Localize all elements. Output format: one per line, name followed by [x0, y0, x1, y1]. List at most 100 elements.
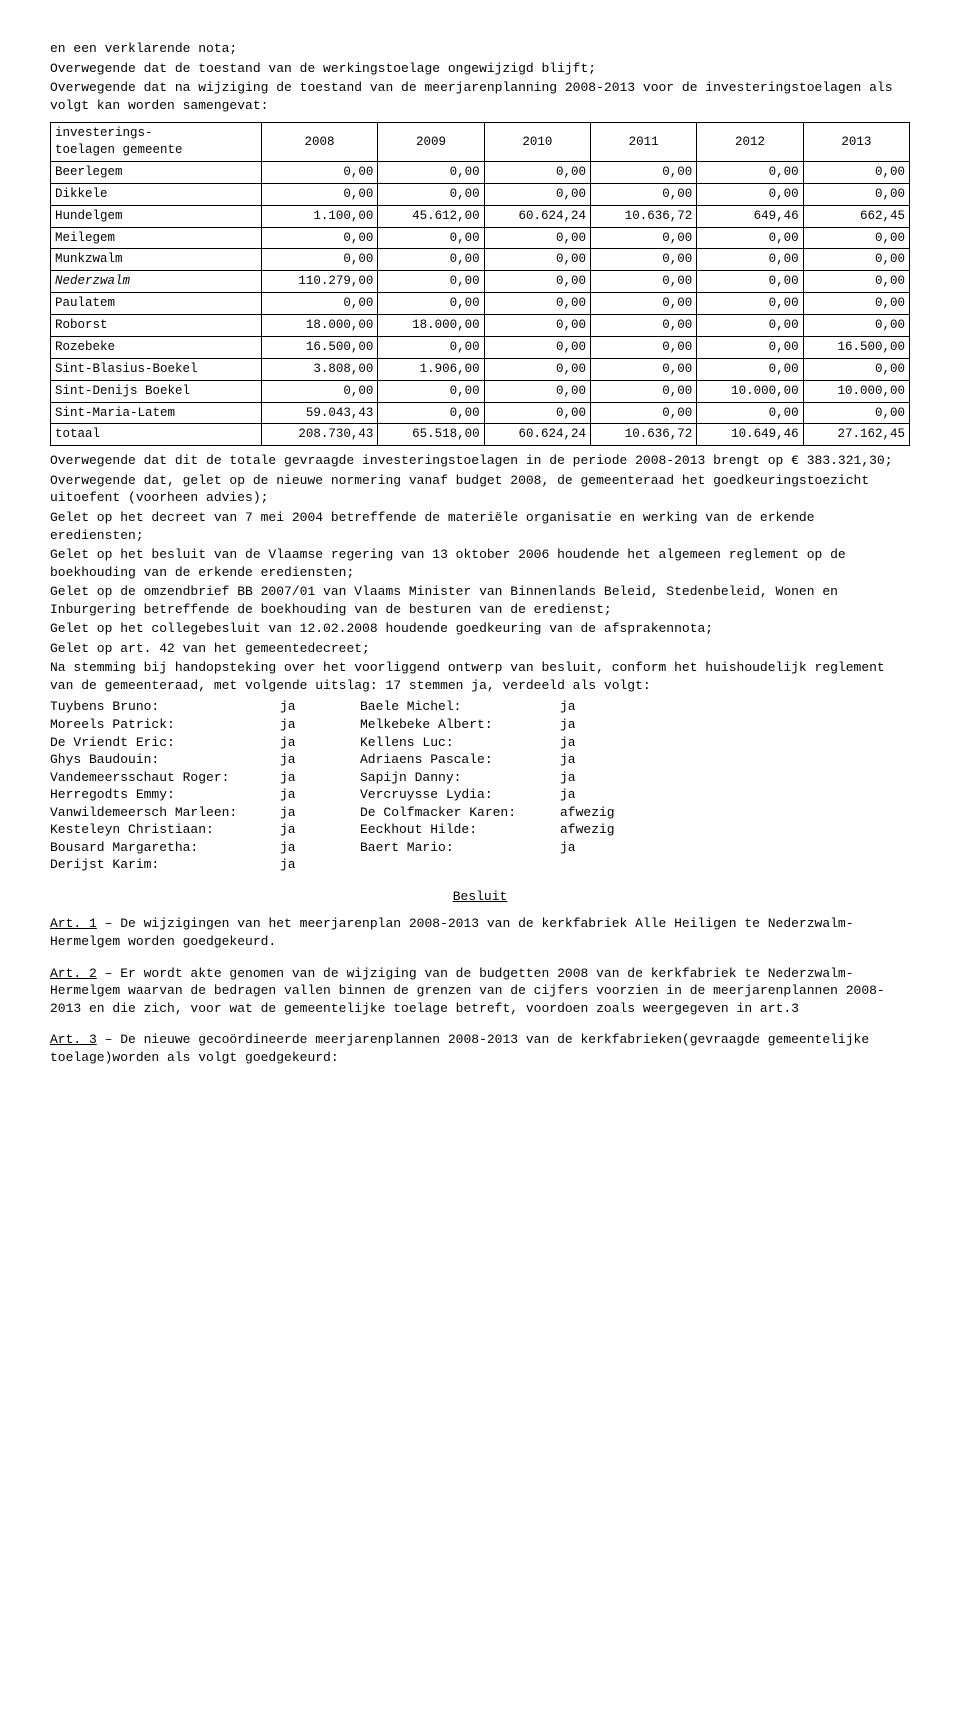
- cell-value: 0,00: [697, 358, 803, 380]
- table-row: Roborst18.000,0018.000,000,000,000,000,0…: [51, 315, 910, 337]
- cell-value: 0,00: [697, 249, 803, 271]
- voter-name-right: Adriaens Pascale:: [360, 751, 560, 769]
- vote-right: afwezig: [560, 821, 640, 839]
- cell-value: 0,00: [261, 227, 378, 249]
- cell-value: 0,00: [484, 380, 590, 402]
- voter-name-right: Vercruysse Lydia:: [360, 786, 560, 804]
- row-label: Rozebeke: [51, 336, 262, 358]
- cell-value: 16.500,00: [803, 336, 909, 358]
- besluit-heading: Besluit: [50, 888, 910, 906]
- cell-value: 60.624,24: [484, 205, 590, 227]
- vote-right: ja: [560, 698, 640, 716]
- vote-left: ja: [280, 839, 360, 857]
- cell-value: 0,00: [697, 183, 803, 205]
- vote-row: Vanwildemeersch Marleen:jaDe Colfmacker …: [50, 804, 910, 822]
- vote-row: Vandemeersschaut Roger:jaSapijn Danny:ja: [50, 769, 910, 787]
- row-label: Dikkele: [51, 183, 262, 205]
- vote-row: Herregodts Emmy:jaVercruysse Lydia:ja: [50, 786, 910, 804]
- vote-left: ja: [280, 804, 360, 822]
- cell-value: 0,00: [484, 249, 590, 271]
- table-row: Sint-Maria-Latem59.043,430,000,000,000,0…: [51, 402, 910, 424]
- voter-name-right: Melkebeke Albert:: [360, 716, 560, 734]
- cell-value: 0,00: [590, 227, 696, 249]
- vote-right: ja: [560, 839, 640, 857]
- cell-value: 45.612,00: [378, 205, 484, 227]
- table-row: Hundelgem1.100,0045.612,0060.624,2410.63…: [51, 205, 910, 227]
- cell-value: 0,00: [803, 271, 909, 293]
- article: Art. 1 – De wijzigingen van het meerjare…: [50, 915, 910, 950]
- cell-value: 0,00: [378, 271, 484, 293]
- cell-value: 0,00: [803, 183, 909, 205]
- vote-row: Moreels Patrick:jaMelkebeke Albert:ja: [50, 716, 910, 734]
- row-label: Munkzwalm: [51, 249, 262, 271]
- cell-value: 10.000,00: [803, 380, 909, 402]
- cell-value: 0,00: [590, 358, 696, 380]
- cell-value: 1.100,00: [261, 205, 378, 227]
- voter-name-left: Moreels Patrick:: [50, 716, 280, 734]
- table-row: Rozebeke16.500,000,000,000,000,0016.500,…: [51, 336, 910, 358]
- cell-value: 0,00: [590, 336, 696, 358]
- cell-value: 0,00: [378, 293, 484, 315]
- voter-name-left: Vandemeersschaut Roger:: [50, 769, 280, 787]
- vote-row: Kesteleyn Christiaan:jaEeckhout Hilde:af…: [50, 821, 910, 839]
- cell-value: 0,00: [697, 315, 803, 337]
- year-header: 2013: [803, 123, 909, 162]
- voter-name-left: Herregodts Emmy:: [50, 786, 280, 804]
- cell-value: 110.279,00: [261, 271, 378, 293]
- voter-name-right: De Colfmacker Karen:: [360, 804, 560, 822]
- cell-value: 10.000,00: [697, 380, 803, 402]
- cell-value: 0,00: [484, 293, 590, 315]
- article: Art. 3 – De nieuwe gecoördineerde meerja…: [50, 1031, 910, 1066]
- voter-name-right: Eeckhout Hilde:: [360, 821, 560, 839]
- vote-right: ja: [560, 751, 640, 769]
- cell-value: 0,00: [378, 161, 484, 183]
- cell-value: 10.649,46: [697, 424, 803, 446]
- cell-value: 0,00: [590, 183, 696, 205]
- row-label: Roborst: [51, 315, 262, 337]
- cell-value: 60.624,24: [484, 424, 590, 446]
- vote-left: ja: [280, 769, 360, 787]
- voter-name-right: Baele Michel:: [360, 698, 560, 716]
- cell-value: 0,00: [803, 249, 909, 271]
- voter-name-left: Vanwildemeersch Marleen:: [50, 804, 280, 822]
- voter-name-left: Ghys Baudouin:: [50, 751, 280, 769]
- cell-value: 0,00: [697, 227, 803, 249]
- voter-name-left: De Vriendt Eric:: [50, 734, 280, 752]
- cell-value: 0,00: [261, 161, 378, 183]
- year-header: 2010: [484, 123, 590, 162]
- vote-row: Tuybens Bruno:jaBaele Michel:ja: [50, 698, 910, 716]
- cell-value: 0,00: [697, 161, 803, 183]
- cell-value: 0,00: [803, 227, 909, 249]
- cell-value: 0,00: [803, 293, 909, 315]
- cell-value: 27.162,45: [803, 424, 909, 446]
- article-number: Art. 3: [50, 1032, 97, 1047]
- year-header: 2009: [378, 123, 484, 162]
- vote-right: ja: [560, 786, 640, 804]
- cell-value: 0,00: [261, 380, 378, 402]
- vote-right: ja: [560, 716, 640, 734]
- voter-name-left: Bousard Margaretha:: [50, 839, 280, 857]
- row-label: Hundelgem: [51, 205, 262, 227]
- row-label: Nederzwalm: [51, 271, 262, 293]
- row-label: Sint-Blasius-Boekel: [51, 358, 262, 380]
- cell-value: 0,00: [484, 358, 590, 380]
- vote-right: ja: [560, 769, 640, 787]
- voter-name-left: Derijst Karim:: [50, 856, 280, 874]
- cell-value: 0,00: [590, 161, 696, 183]
- vote-left: ja: [280, 751, 360, 769]
- cell-value: 0,00: [484, 315, 590, 337]
- table-row: Sint-Denijs Boekel0,000,000,000,0010.000…: [51, 380, 910, 402]
- row-label: Paulatem: [51, 293, 262, 315]
- cell-value: 0,00: [378, 183, 484, 205]
- cell-value: 0,00: [484, 271, 590, 293]
- investment-table: investerings-toelagen gemeente2008200920…: [50, 122, 910, 446]
- cell-value: 0,00: [590, 315, 696, 337]
- cell-value: 0,00: [484, 161, 590, 183]
- cell-value: 59.043,43: [261, 402, 378, 424]
- row-label: Sint-Denijs Boekel: [51, 380, 262, 402]
- table-row: Meilegem0,000,000,000,000,000,00: [51, 227, 910, 249]
- table-row: Nederzwalm110.279,000,000,000,000,000,00: [51, 271, 910, 293]
- year-header: 2012: [697, 123, 803, 162]
- cell-value: 0,00: [590, 271, 696, 293]
- row-label: Sint-Maria-Latem: [51, 402, 262, 424]
